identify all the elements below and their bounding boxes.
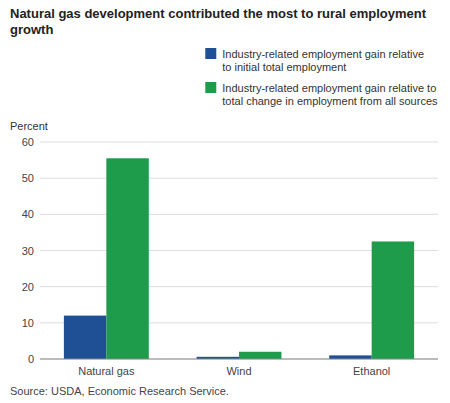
legend-label-line: total change in employment from all sour… xyxy=(222,95,438,107)
legend-item: Industry-related employment gain relativ… xyxy=(205,82,438,107)
legend-label-line: to initial total employment xyxy=(222,61,346,73)
legend-label: Industry-related employment gain relativ… xyxy=(222,82,438,107)
grid-line xyxy=(40,214,438,215)
grid xyxy=(40,142,438,359)
title: Natural gas development contributed the … xyxy=(10,6,427,37)
bar xyxy=(239,352,281,359)
source-note: Source: USDA, Economic Research Service. xyxy=(10,385,229,397)
x-tick-label: Natural gas xyxy=(78,365,135,377)
y-tick-label: 10 xyxy=(22,317,34,329)
x-axis: Natural gas Wind Ethanol xyxy=(40,359,438,377)
y-tick-label: 20 xyxy=(22,281,34,293)
y-axis-label: Percent xyxy=(10,120,48,132)
legend-item: Industry-related employment gain relativ… xyxy=(205,48,424,73)
title-line: Natural gas development contributed the … xyxy=(10,6,427,21)
y-tick-label: 40 xyxy=(22,208,34,220)
legend: Industry-related employment gain relativ… xyxy=(205,48,438,107)
title-line: growth xyxy=(10,22,53,37)
bar xyxy=(329,355,371,359)
bar xyxy=(64,316,106,359)
grid-line xyxy=(40,178,438,179)
legend-label-line: Industry-related employment gain relativ… xyxy=(222,82,436,94)
grid-line xyxy=(40,142,438,143)
chart-container: Natural gas development contributed the … xyxy=(0,0,450,403)
y-tick-label: 50 xyxy=(22,172,34,184)
legend-swatch xyxy=(205,48,216,59)
y-tick-label: 0 xyxy=(28,353,34,365)
grid-line xyxy=(40,359,438,360)
y-axis: 0 10 20 30 40 50 60 xyxy=(22,136,34,365)
legend-label-line: Industry-related employment gain relativ… xyxy=(222,48,424,60)
chart: Natural gas development contributed the … xyxy=(0,0,450,403)
x-tick-label: Wind xyxy=(226,365,251,377)
x-axis-line xyxy=(40,359,438,360)
y-tick-label: 30 xyxy=(22,245,34,257)
x-tick-label: Ethanol xyxy=(353,365,390,377)
background xyxy=(0,0,450,403)
legend-swatch xyxy=(205,82,216,93)
bar xyxy=(106,158,148,359)
y-tick-label: 60 xyxy=(22,136,34,148)
bars xyxy=(64,158,414,359)
bar xyxy=(372,241,414,359)
legend-label: Industry-related employment gain relativ… xyxy=(222,48,424,73)
